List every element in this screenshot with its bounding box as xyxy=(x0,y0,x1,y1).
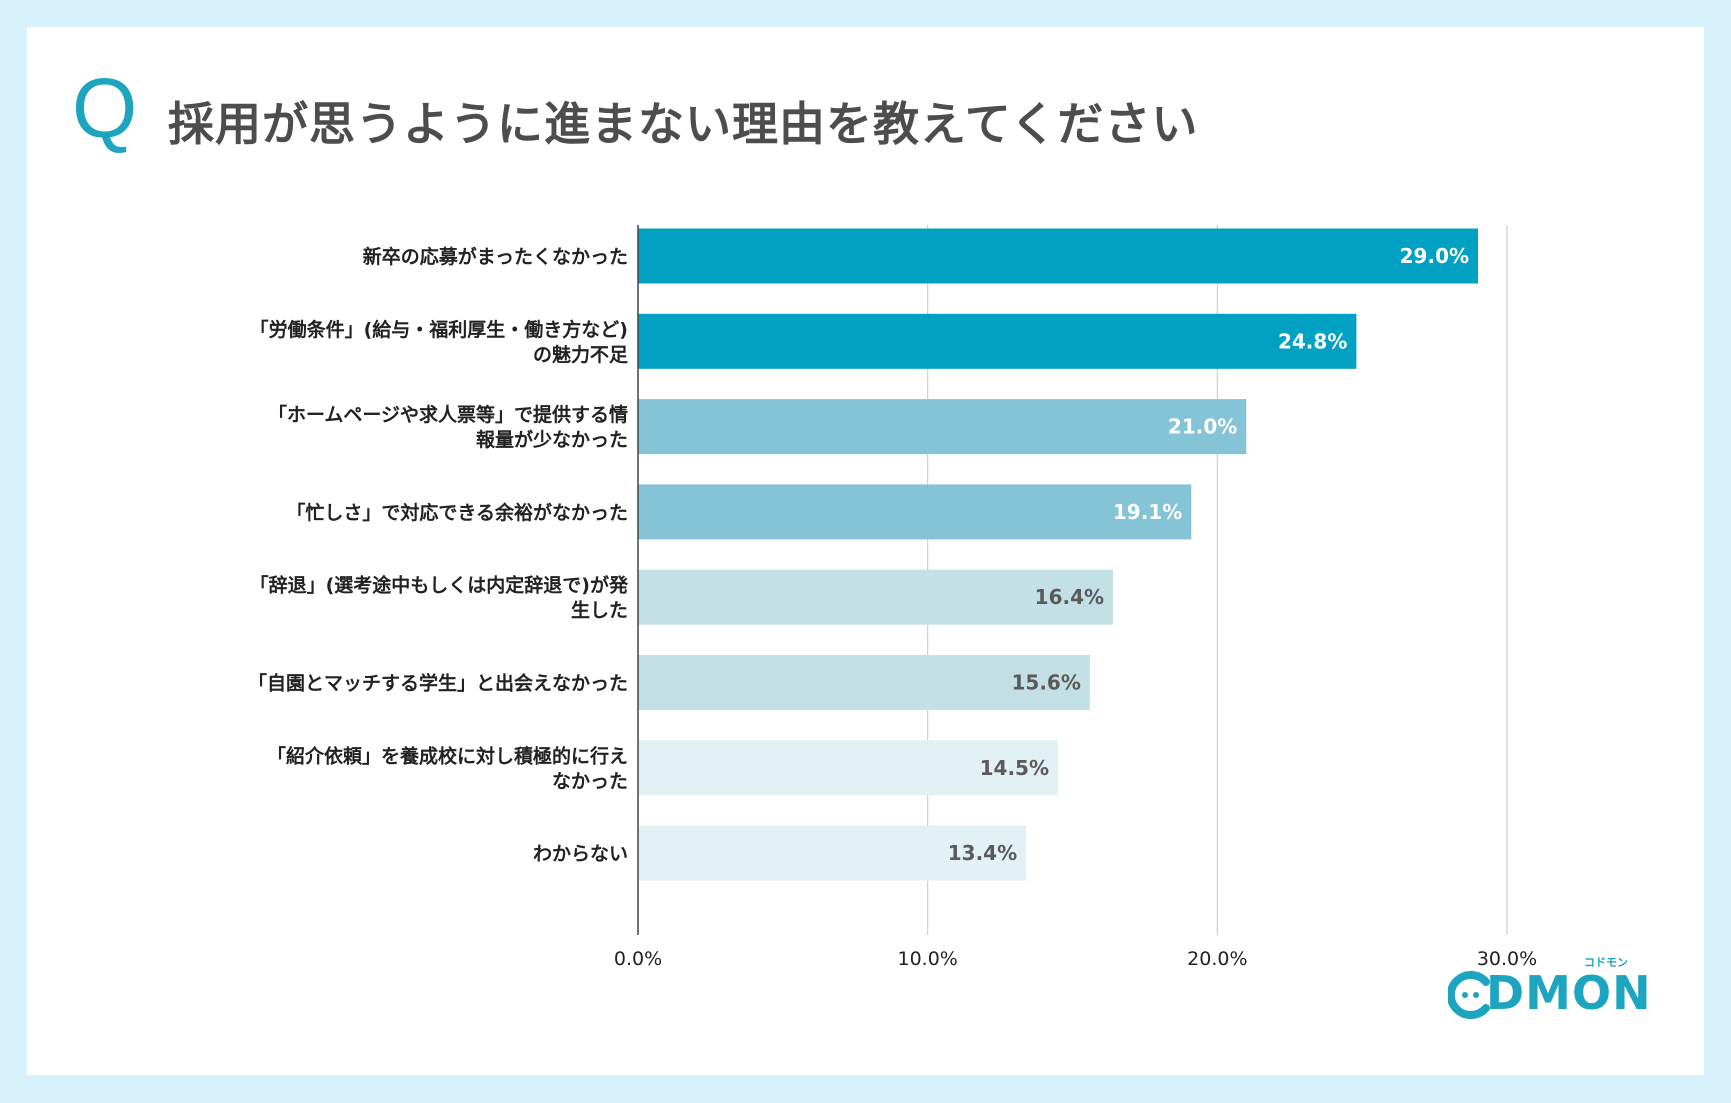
category-label: 「労働条件」(給与・福利厚生・働き方など)の魅力不足 xyxy=(250,318,629,366)
codmon-logo: コドモン DMON xyxy=(1448,956,1658,1028)
category-label-line: 「ホームページや求人票等」で提供する情 xyxy=(268,403,628,426)
x-tick-label: 0.0% xyxy=(614,948,662,970)
bar xyxy=(638,484,1192,540)
category-label: 「紹介依頼」を養成校に対し積極的に行えなかった xyxy=(267,744,628,792)
question-mark: Q xyxy=(72,61,138,155)
bar xyxy=(638,655,1090,710)
category-label: わからない xyxy=(533,843,628,865)
bar-value-label: 15.6% xyxy=(1011,671,1080,695)
category-label-line: 新卒の応募がまったくなかった xyxy=(363,245,628,268)
category-label-line: 「自園とマッチする学生」と出会えなかった xyxy=(248,672,628,695)
category-label: 「忙しさ」で対応できる余裕がなかった xyxy=(286,501,628,524)
category-label: 「ホームページや求人票等」で提供する情報量が少なかった xyxy=(268,403,628,451)
bar-value-label: 14.5% xyxy=(980,756,1049,780)
bar xyxy=(638,740,1059,796)
logo-subtext: コドモン xyxy=(1584,956,1628,969)
bar-value-label: 16.4% xyxy=(1035,585,1104,609)
bar-value-label: 24.8% xyxy=(1278,329,1347,353)
bar xyxy=(638,399,1247,455)
category-label: 新卒の応募がまったくなかった xyxy=(363,245,628,268)
bar xyxy=(638,228,1479,284)
x-tick-label: 30.0% xyxy=(1477,948,1537,970)
x-tick-label: 20.0% xyxy=(1187,948,1247,970)
x-tick-label: 10.0% xyxy=(897,948,957,970)
bar xyxy=(638,825,1027,881)
category-label-line: 「労働条件」(給与・福利厚生・働き方など) xyxy=(250,318,628,341)
bar-value-label: 13.4% xyxy=(948,841,1017,865)
category-label-line: の魅力不足 xyxy=(533,343,629,366)
category-label-line: わからない xyxy=(533,843,628,865)
category-label-line: 「紹介依頼」を養成校に対し積極的に行え xyxy=(267,744,628,767)
category-label: 「自園とマッチする学生」と出会えなかった xyxy=(248,672,628,695)
bar xyxy=(638,313,1357,369)
category-label-line: 「忙しさ」で対応できる余裕がなかった xyxy=(286,501,628,524)
bar xyxy=(638,569,1114,625)
bar-value-label: 29.0% xyxy=(1400,244,1469,268)
category-label: 「辞退」(選考途中もしくは内定辞退で)が発生した xyxy=(250,574,629,622)
bar-value-label: 19.1% xyxy=(1113,500,1182,524)
category-label-line: 報量が少なかった xyxy=(476,428,628,451)
logo-text: DMON xyxy=(1486,966,1652,1020)
chart-card xyxy=(27,27,1704,1075)
bar-value-label: 21.0% xyxy=(1168,415,1237,439)
category-label-line: なかった xyxy=(552,770,628,792)
chart-title: 採用が思うように進まない理由を教えてください xyxy=(168,97,1199,151)
category-label-line: 「辞退」(選考途中もしくは内定辞退で)が発 xyxy=(250,574,629,597)
category-label-line: 生した xyxy=(571,599,628,622)
logo-c-icon xyxy=(1448,971,1490,1019)
